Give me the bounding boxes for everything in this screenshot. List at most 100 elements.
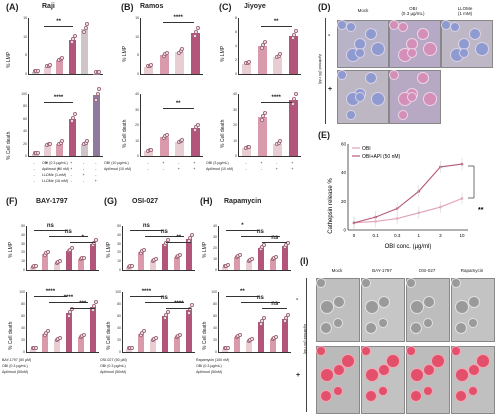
b-bottom-tick: 40	[135, 92, 139, 96]
panel-h-label: (H)	[200, 196, 213, 206]
h-top-sig-3-bracket	[262, 242, 288, 243]
panel-a-ylabel-top: % LMP	[6, 51, 12, 68]
c-top-bar-1	[242, 63, 251, 74]
a-bottom-tick: 100	[21, 92, 27, 96]
cell	[321, 301, 333, 313]
h-top-sig-1-label: *	[241, 223, 244, 229]
cell	[372, 93, 384, 105]
panel-b-top-axes: 0 5 10 15 ****	[135, 15, 203, 76]
f-top-sig-2-bracket	[48, 236, 89, 237]
panel-a-cond-1: OBI (0.3 µg/mL)	[42, 161, 68, 165]
chart-x-tick: 1	[418, 233, 421, 238]
a-bottom-bar-4	[68, 118, 76, 156]
a-mark: +	[57, 166, 60, 171]
b-top-tick: 0	[137, 72, 139, 76]
a-top-bar-3	[56, 59, 64, 74]
f-bottom-tick: 0	[23, 350, 25, 354]
cell	[452, 279, 460, 287]
g-bottom-tick: 20	[117, 338, 121, 342]
c-mark: -	[245, 166, 247, 171]
cell	[362, 279, 370, 287]
cell	[338, 71, 346, 79]
panel-h-title: Rapamycin	[224, 198, 262, 205]
g-top-bar-1	[125, 267, 133, 270]
f-bottom-point	[33, 345, 38, 350]
g-bottom-point	[165, 309, 170, 314]
c-top-tick: 8	[235, 16, 237, 20]
cell	[379, 365, 389, 375]
panel-c-title: Jiyoye	[244, 3, 266, 10]
panel-g-cond-3: Apilimod (50nM)	[100, 370, 127, 374]
f-top-sig-2-label: ns	[64, 229, 72, 235]
b-top-sig-label: ****	[173, 15, 183, 21]
a-top-tick: 10	[23, 34, 27, 39]
c-top-tick: 6	[235, 30, 237, 34]
micrograph-i-osi-minus	[406, 278, 450, 342]
cell	[338, 21, 346, 29]
cell	[399, 23, 407, 31]
f-bottom-point	[92, 304, 96, 308]
g-bottom-sig-1-bracket	[130, 296, 163, 297]
c-mark: +	[260, 160, 263, 165]
micrograph-mock-minus	[337, 20, 389, 68]
a-bottom-point	[48, 141, 52, 146]
a-bottom-tick: 80	[23, 104, 27, 109]
panel-a-bottom-axes: 0 20 40 60 80 100 ****	[21, 86, 103, 158]
chart-significance: **	[478, 207, 484, 214]
g-top-sig-1-label: ns	[142, 223, 150, 229]
legend-obi-api: OBI+API (50 nM)	[362, 154, 401, 160]
a-mark: -	[33, 166, 35, 171]
g-top-sig-1-bracket	[130, 230, 163, 231]
a-top-tick: 0	[25, 72, 27, 76]
h-bottom-point	[249, 337, 254, 342]
b-top-tick: 15	[135, 16, 139, 20]
b-mark: +	[193, 166, 196, 171]
cell	[411, 391, 421, 401]
g-bottom-bar-2	[137, 334, 145, 352]
h-top-sig-2-label: ns	[256, 229, 264, 235]
a-top-point	[48, 62, 52, 67]
b-top-point	[192, 33, 197, 38]
cell	[460, 49, 468, 57]
panel-h-ylabel-top: % LMP	[202, 241, 208, 258]
b-bottom-tick: 0	[137, 154, 139, 158]
a-mark: -	[33, 172, 35, 177]
cell	[476, 43, 488, 55]
h-top-bar-5	[269, 259, 277, 270]
c-top-tick: 2	[235, 58, 237, 62]
panel-h-cond-3: Apilimod (50nM)	[196, 370, 223, 374]
a-mark: -	[70, 172, 72, 177]
a-bottom-point	[95, 92, 100, 97]
micrograph-obi-plus	[389, 70, 441, 124]
h-top-point	[225, 263, 230, 268]
b-bottom-tick: 20	[135, 123, 139, 127]
g-bottom-sig-3-label: ****	[174, 301, 184, 307]
c-mark: +	[275, 166, 278, 171]
a-bottom-bar-5	[81, 143, 88, 156]
b-mark: -	[147, 160, 149, 165]
f-top-tick: 20	[21, 250, 25, 255]
c-top-point	[293, 29, 298, 34]
h-top-bar-4	[257, 248, 265, 270]
panel-g-bottom-axes: 0 20 40 60 80 100 **** ns ****	[115, 289, 195, 354]
f-top-sig-3-bracket	[70, 242, 96, 243]
h-bottom-bar-1	[221, 349, 229, 352]
a-top-tick: 15	[23, 16, 27, 20]
f-bottom-point	[81, 332, 86, 337]
panel-i-minus: -	[296, 296, 299, 303]
c-top-tick: 4	[235, 44, 237, 48]
panel-d-col-llome: LLOMe (1 mM)	[457, 6, 473, 16]
c-bottom-sig-bracket	[260, 102, 292, 103]
cell	[411, 369, 423, 381]
cell	[407, 347, 415, 355]
f-top-bar-6	[89, 243, 97, 270]
a-mark: -	[45, 172, 48, 177]
cell	[424, 43, 436, 55]
a-bottom-bar-6	[93, 95, 101, 156]
micrograph-i-mock-plus	[316, 346, 360, 414]
c-top-bar-2	[257, 46, 267, 74]
cell	[372, 43, 384, 55]
h-top-point	[249, 257, 254, 262]
h-top-point	[237, 252, 242, 257]
a-bottom-point	[60, 139, 65, 144]
